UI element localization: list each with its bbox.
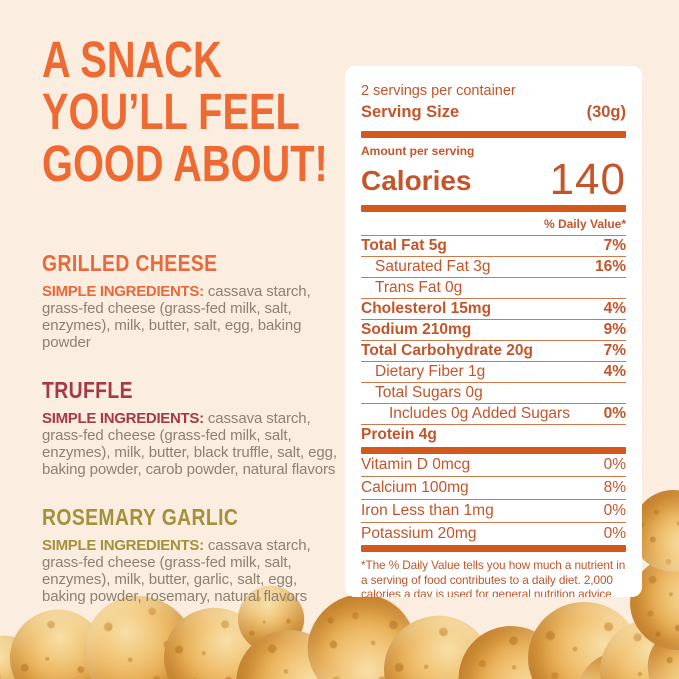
flavor-list: GRILLED CHEESE SIMPLE INGREDIENTS: cassa… xyxy=(42,250,338,631)
nutrient-label: Sodium 210mg xyxy=(361,321,472,338)
simple-ingredients-label: SIMPLE INGREDIENTS: xyxy=(42,283,204,300)
nutrient-row-sodium: Sodium 210mg 9% xyxy=(361,320,626,341)
simple-ingredients-label: SIMPLE INGREDIENTS: xyxy=(42,537,204,554)
nutrient-value: 7% xyxy=(603,342,626,359)
nutrient-value: 0% xyxy=(603,456,626,473)
headline-line: YOU’LL FEEL xyxy=(42,83,300,140)
serving-size-label: Serving Size xyxy=(361,103,460,121)
calories-value: 140 xyxy=(549,155,626,204)
nutrient-row-potassium: Potassium 20mg 0% xyxy=(361,523,626,545)
flavor-grilled-cheese: GRILLED CHEESE SIMPLE INGREDIENTS: cassa… xyxy=(42,250,338,351)
nutrient-label: Dietary Fiber 1g xyxy=(375,363,486,380)
daily-value-header: % Daily Value* xyxy=(361,212,626,236)
flavor-name: ROSEMARY GARLIC xyxy=(42,504,239,530)
nutrition-facts-panel: 2 servings per container Serving Size (3… xyxy=(345,66,642,597)
divider-bar xyxy=(361,545,626,552)
nutrient-value: 0% xyxy=(603,525,626,542)
divider-bar xyxy=(361,131,626,138)
nutrient-label: Protein 4g xyxy=(361,426,437,443)
serving-size-row: Serving Size (30g) xyxy=(361,102,626,122)
nutrient-value: 0% xyxy=(603,502,626,519)
flavor-ingredients: SIMPLE INGREDIENTS: cassava starch, gras… xyxy=(42,537,338,605)
nutrient-row-saturated-fat: Saturated Fat 3g 16% xyxy=(361,257,626,278)
nutrient-row-total-carbohydrate: Total Carbohydrate 20g 7% xyxy=(361,341,626,362)
nutrient-value: 7% xyxy=(603,237,626,254)
amount-per-serving-label: Amount per serving xyxy=(361,144,475,158)
flavor-truffle: TRUFFLE SIMPLE INGREDIENTS: cassava star… xyxy=(42,377,338,478)
nutrient-value: 4% xyxy=(603,300,626,317)
nutrient-row-added-sugars: Includes 0g Added Sugars 0% xyxy=(361,404,626,425)
flavor-ingredients: SIMPLE INGREDIENTS: cassava starch, gras… xyxy=(42,283,338,351)
calories-row: Calories 140 xyxy=(361,155,626,204)
nutrient-label: Includes 0g Added Sugars xyxy=(389,405,570,422)
nutrient-row-total-sugars: Total Sugars 0g xyxy=(361,383,626,404)
simple-ingredients-label: SIMPLE INGREDIENTS: xyxy=(42,410,204,427)
nutrient-label: Total Sugars 0g xyxy=(375,384,483,401)
nutrient-row-iron: Iron Less than 1mg 0% xyxy=(361,500,626,523)
nutrient-row-dietary-fiber: Dietary Fiber 1g 4% xyxy=(361,362,626,383)
headline: A SNACK YOU’LL FEEL GOOD ABOUT! xyxy=(42,34,342,190)
nutrient-label: Calcium 100mg xyxy=(361,479,469,496)
divider-bar xyxy=(361,447,626,454)
nutrient-value: 9% xyxy=(603,321,626,338)
flavor-name: TRUFFLE xyxy=(42,377,133,403)
nutrient-row-calcium: Calcium 100mg 8% xyxy=(361,477,626,500)
nutrient-row-cholesterol: Cholesterol 15mg 4% xyxy=(361,299,626,320)
nutrient-label: Total Carbohydrate 20g xyxy=(361,342,533,359)
ingredients-text: cassava starch, grass-fed cheese (grass-… xyxy=(42,410,337,478)
nutrient-label: Saturated Fat 3g xyxy=(375,258,491,275)
flavor-rosemary-garlic: ROSEMARY GARLIC SIMPLE INGREDIENTS: cass… xyxy=(42,504,338,605)
servings-per-container: 2 servings per container xyxy=(361,83,516,99)
nutrient-value: 0% xyxy=(603,405,626,422)
nutrient-label: Potassium 20mg xyxy=(361,525,477,542)
nutrient-value: 4% xyxy=(603,363,626,380)
headline-line: GOOD ABOUT! xyxy=(42,135,328,192)
nutrient-row-total-fat: Total Fat 5g 7% xyxy=(361,236,626,257)
divider-bar xyxy=(361,205,626,212)
flavor-ingredients: SIMPLE INGREDIENTS: cassava starch, gras… xyxy=(42,410,338,478)
headline-line: A SNACK xyxy=(42,31,222,88)
nutrient-row-trans-fat: Trans Fat 0g xyxy=(361,278,626,299)
nutrient-label: Iron Less than 1mg xyxy=(361,502,494,519)
serving-size-value: (30g) xyxy=(586,103,626,121)
nutrient-row-protein: Protein 4g xyxy=(361,425,626,445)
nutrient-row-vitamin-d: Vitamin D 0mcg 0% xyxy=(361,454,626,477)
nutrient-value: 16% xyxy=(594,258,626,275)
nutrient-label: Vitamin D 0mcg xyxy=(361,456,471,473)
nutrient-label: Trans Fat 0g xyxy=(375,279,463,296)
flavor-name: GRILLED CHEESE xyxy=(42,250,218,276)
nutrient-value: 8% xyxy=(603,479,626,496)
nutrient-label: Total Fat 5g xyxy=(361,237,447,254)
nutrient-label: Cholesterol 15mg xyxy=(361,300,492,317)
calories-label: Calories xyxy=(361,165,472,196)
daily-value-footnote: *The % Daily Value tells you how much a … xyxy=(361,558,626,597)
ingredients-text: cassava starch, grass-fed cheese (grass-… xyxy=(42,537,311,605)
ingredients-text: cassava starch, grass-fed cheese (grass-… xyxy=(42,283,311,351)
